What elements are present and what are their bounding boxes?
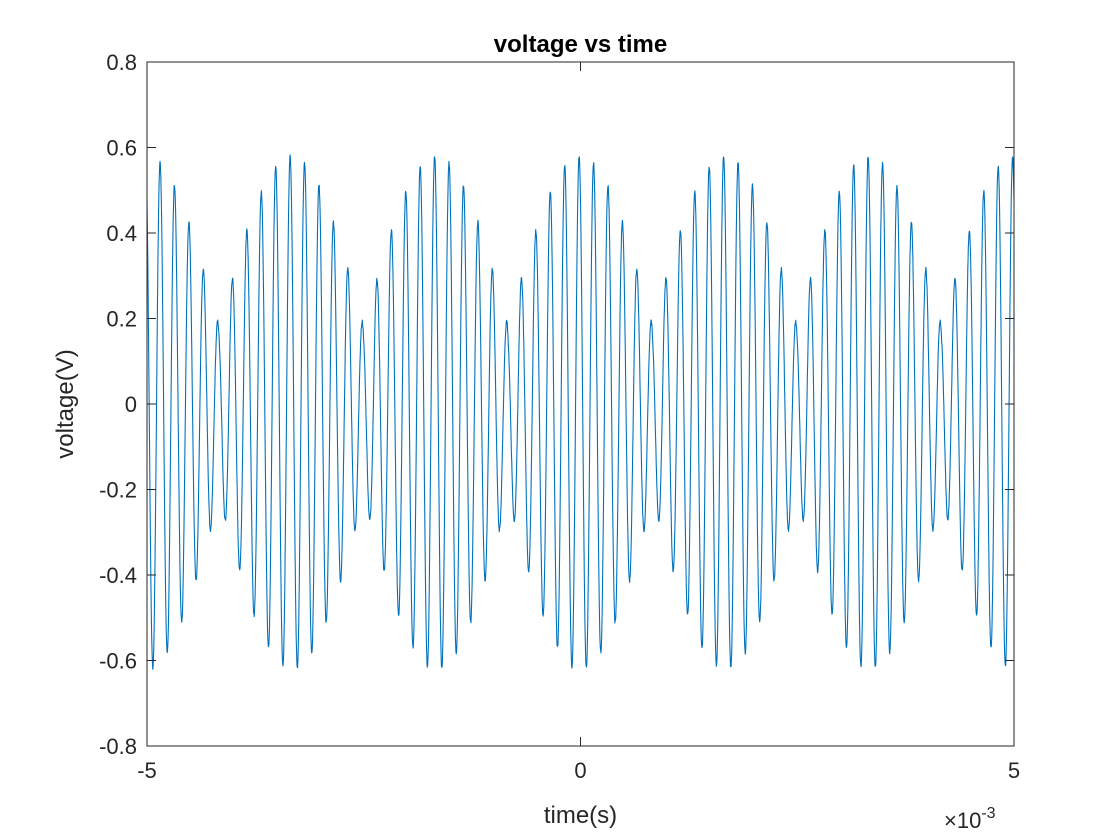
x-axis-label: time(s) [544,802,617,829]
y-tick-label: -0.2 [99,478,137,503]
y-tick-label: -0.4 [99,563,137,588]
y-tick-label: 0.4 [106,221,137,246]
series-layer [146,154,1015,670]
x-exponent-label: ×10-3 [944,805,996,833]
y-tick-label: 0.6 [106,136,137,161]
y-axis-label: voltage(V) [52,349,79,458]
x-exponent-power: -3 [981,805,995,822]
y-tick-label: 0.8 [106,50,137,75]
plot-area [147,62,1014,746]
x-exponent-base: ×10 [944,808,981,833]
y-tick-label: -0.6 [99,649,137,674]
y-tick-label: -0.8 [99,734,137,759]
x-tick-label: 0 [574,758,586,783]
ticks-layer: -5 0 5 -0.8 -0.6 -0.4 -0.2 0 0.2 0.4 0.6 0.8 [99,50,1020,783]
series-line [146,154,1015,670]
y-tick-label: 0.2 [106,307,137,332]
x-tick-label: 5 [1008,758,1020,783]
y-tick-label: 0 [125,392,137,417]
x-tick-label: -5 [137,758,157,783]
chart-title: voltage vs time [494,31,667,58]
